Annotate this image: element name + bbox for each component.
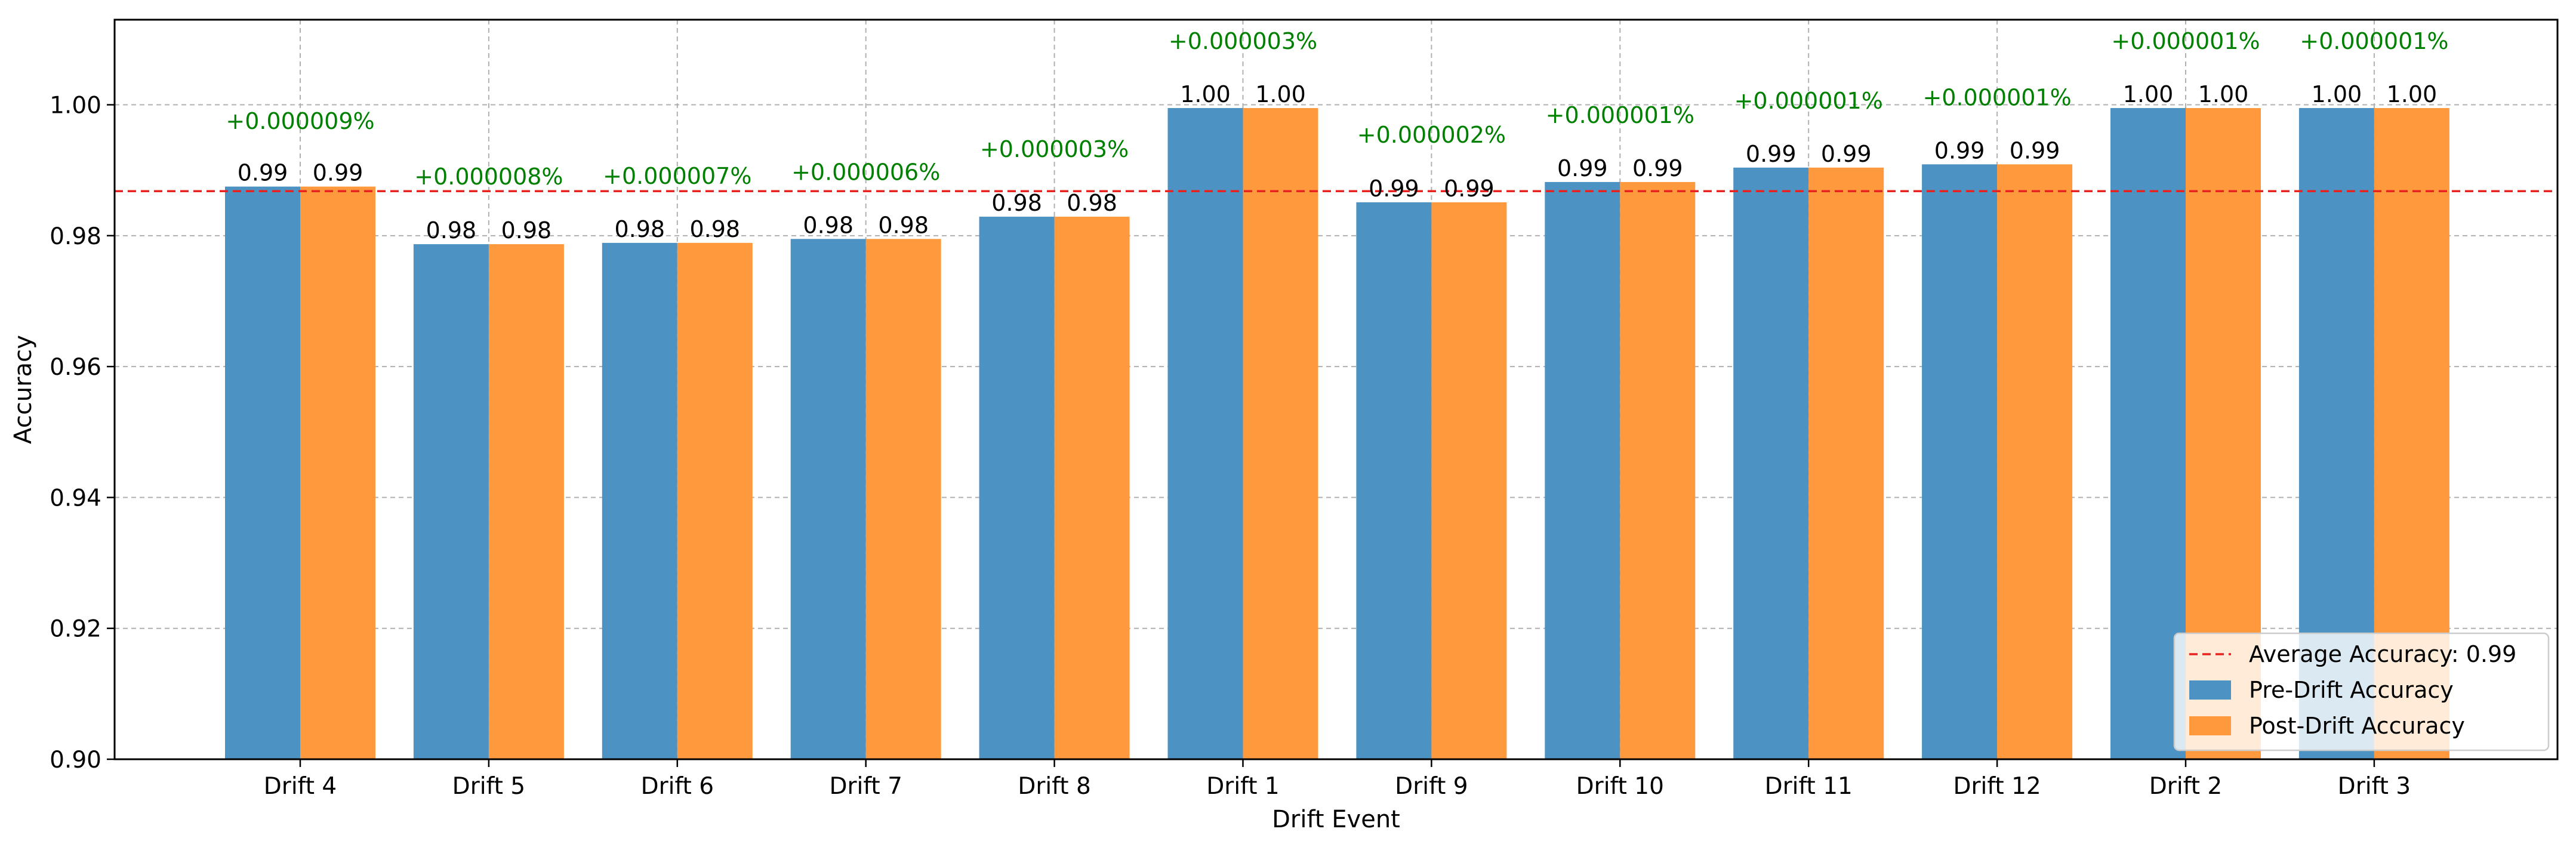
post-drift-bar (300, 186, 375, 759)
post-drift-bar (677, 242, 753, 759)
pre-drift-value-label: 0.99 (1369, 175, 1419, 202)
bar-series (225, 108, 2449, 760)
accuracy-change-annotation: +0.000001% (2111, 28, 2260, 54)
pre-drift-value-label: 1.00 (2123, 81, 2174, 107)
y-tick-label: 0.96 (50, 354, 101, 381)
post-drift-value-label: 0.99 (313, 160, 363, 186)
pre-drift-value-label: 0.98 (991, 190, 1042, 216)
accuracy-change-annotation: +0.000001% (2300, 28, 2448, 54)
post-drift-bar (865, 239, 941, 759)
post-drift-value-label: 1.00 (2198, 81, 2249, 107)
post-drift-bar (1054, 217, 1130, 759)
y-tick-label: 0.92 (50, 616, 101, 643)
pre-drift-value-label: 0.98 (426, 217, 477, 244)
pre-drift-value-label: 0.99 (1746, 141, 1797, 167)
pre-drift-bar (790, 239, 866, 759)
x-tick-label: Drift 6 (641, 773, 714, 800)
accuracy-change-annotation: +0.000007% (603, 163, 751, 189)
y-tick-label: 1.00 (50, 93, 101, 119)
post-drift-value-label: 0.99 (1444, 175, 1495, 202)
y-axis-title: Accuracy (10, 335, 37, 444)
pre-drift-bar (1922, 164, 1998, 759)
post-drift-bar (488, 244, 564, 760)
pre-drift-bar (1167, 108, 1243, 760)
pre-drift-value-label: 1.00 (1180, 81, 1231, 107)
delta-annotations: +0.000009% +0.000008% +0.000007% +0.000006%… (226, 28, 2448, 190)
accuracy-change-annotation: +0.000003% (980, 136, 1129, 162)
legend-label: Post-Drift Accuracy (2249, 713, 2465, 739)
x-tick-label: Drift 2 (2149, 773, 2222, 800)
pre-drift-value-label: 0.99 (238, 160, 288, 186)
legend-box (2173, 632, 2550, 751)
plot-frame (113, 19, 2559, 760)
accuracy-change-annotation: +0.000001% (1922, 84, 2071, 110)
pre-drift-bar (1733, 167, 1809, 759)
post-drift-value-label: 0.99 (2010, 137, 2060, 164)
post-drift-bar (1997, 164, 2073, 759)
accuracy-change-annotation: +0.000008% (414, 164, 563, 190)
x-tick-label: Drift 5 (452, 773, 525, 800)
x-tick-label: Drift 3 (2338, 773, 2411, 800)
axis-ticks: 0.90 0.92 0.94 0.96 0.98 1.00 Drift 4 Drift 5 Dr… (50, 93, 2411, 800)
y-tick-label: 0.94 (50, 485, 101, 512)
post-drift-bar (1431, 202, 1507, 760)
post-drift-value-label: 0.98 (878, 212, 929, 238)
post-drift-bar (1808, 167, 1884, 759)
pre-drift-value-label: 0.98 (803, 212, 853, 238)
post-drift-value-label: 1.00 (2387, 81, 2438, 107)
accuracy-change-annotation: +0.000006% (791, 159, 940, 185)
post-drift-value-label: 0.99 (1821, 141, 1872, 167)
legend-pre-drift-swatch (2189, 680, 2231, 700)
post-drift-value-label: 0.98 (689, 216, 740, 242)
x-axis-title: Drift Event (1272, 806, 1400, 833)
pre-drift-value-label: 0.98 (614, 216, 665, 242)
post-drift-value-label: 0.99 (1632, 155, 1683, 181)
legend-label: Average Accuracy: 0.99 (2249, 641, 2516, 667)
x-tick-label: Drift 8 (1018, 773, 1090, 800)
accuracy-change-annotation: +0.000003% (1169, 28, 1317, 54)
x-tick-label: Drift 9 (1395, 773, 1468, 800)
pre-drift-bar (979, 217, 1055, 759)
accuracy-change-annotation: +0.000002% (1357, 122, 1506, 148)
x-tick-label: Drift 12 (1953, 773, 2041, 800)
pre-drift-bar (1545, 181, 1620, 759)
legend-post-drift-swatch (2189, 716, 2231, 735)
pre-drift-value-label: 0.99 (1934, 137, 1985, 164)
legend-label: Pre-Drift Accuracy (2249, 677, 2454, 703)
legend: Average Accuracy: 0.99 Pre-Drift Accuracy… (2173, 632, 2550, 751)
post-drift-value-label: 0.98 (501, 217, 552, 244)
y-tick-label: 0.98 (50, 223, 101, 250)
pre-drift-bar (413, 244, 489, 760)
accuracy-change-annotation: +0.000001% (1546, 102, 1694, 128)
x-tick-label: Drift 1 (1206, 773, 1279, 800)
post-drift-bar (1620, 181, 1696, 759)
bar-value-labels: 0.99 0.99 0.98 0.98 0.98 0.98 0.98 0.98 0.98 0.98… (238, 81, 2438, 244)
accuracy-change-annotation: +0.000001% (1734, 88, 1883, 114)
x-tick-label: Drift 11 (1765, 773, 1853, 800)
x-tick-label: Drift 10 (1576, 773, 1664, 800)
pre-drift-bar (1356, 202, 1432, 760)
accuracy-change-annotation: +0.000009% (226, 108, 374, 134)
x-tick-label: Drift 4 (264, 773, 337, 800)
post-drift-bar (1243, 108, 1318, 760)
y-tick-label: 0.90 (50, 747, 101, 774)
pre-drift-value-label: 0.99 (1557, 155, 1608, 181)
pre-drift-value-label: 1.00 (2312, 81, 2362, 107)
post-drift-value-label: 0.98 (1067, 190, 1117, 216)
x-tick-label: Drift 7 (829, 773, 902, 800)
pre-drift-bar (225, 186, 300, 759)
pre-drift-bar (2110, 108, 2186, 760)
post-drift-value-label: 1.00 (1255, 81, 1306, 107)
pre-drift-bar (602, 242, 677, 759)
